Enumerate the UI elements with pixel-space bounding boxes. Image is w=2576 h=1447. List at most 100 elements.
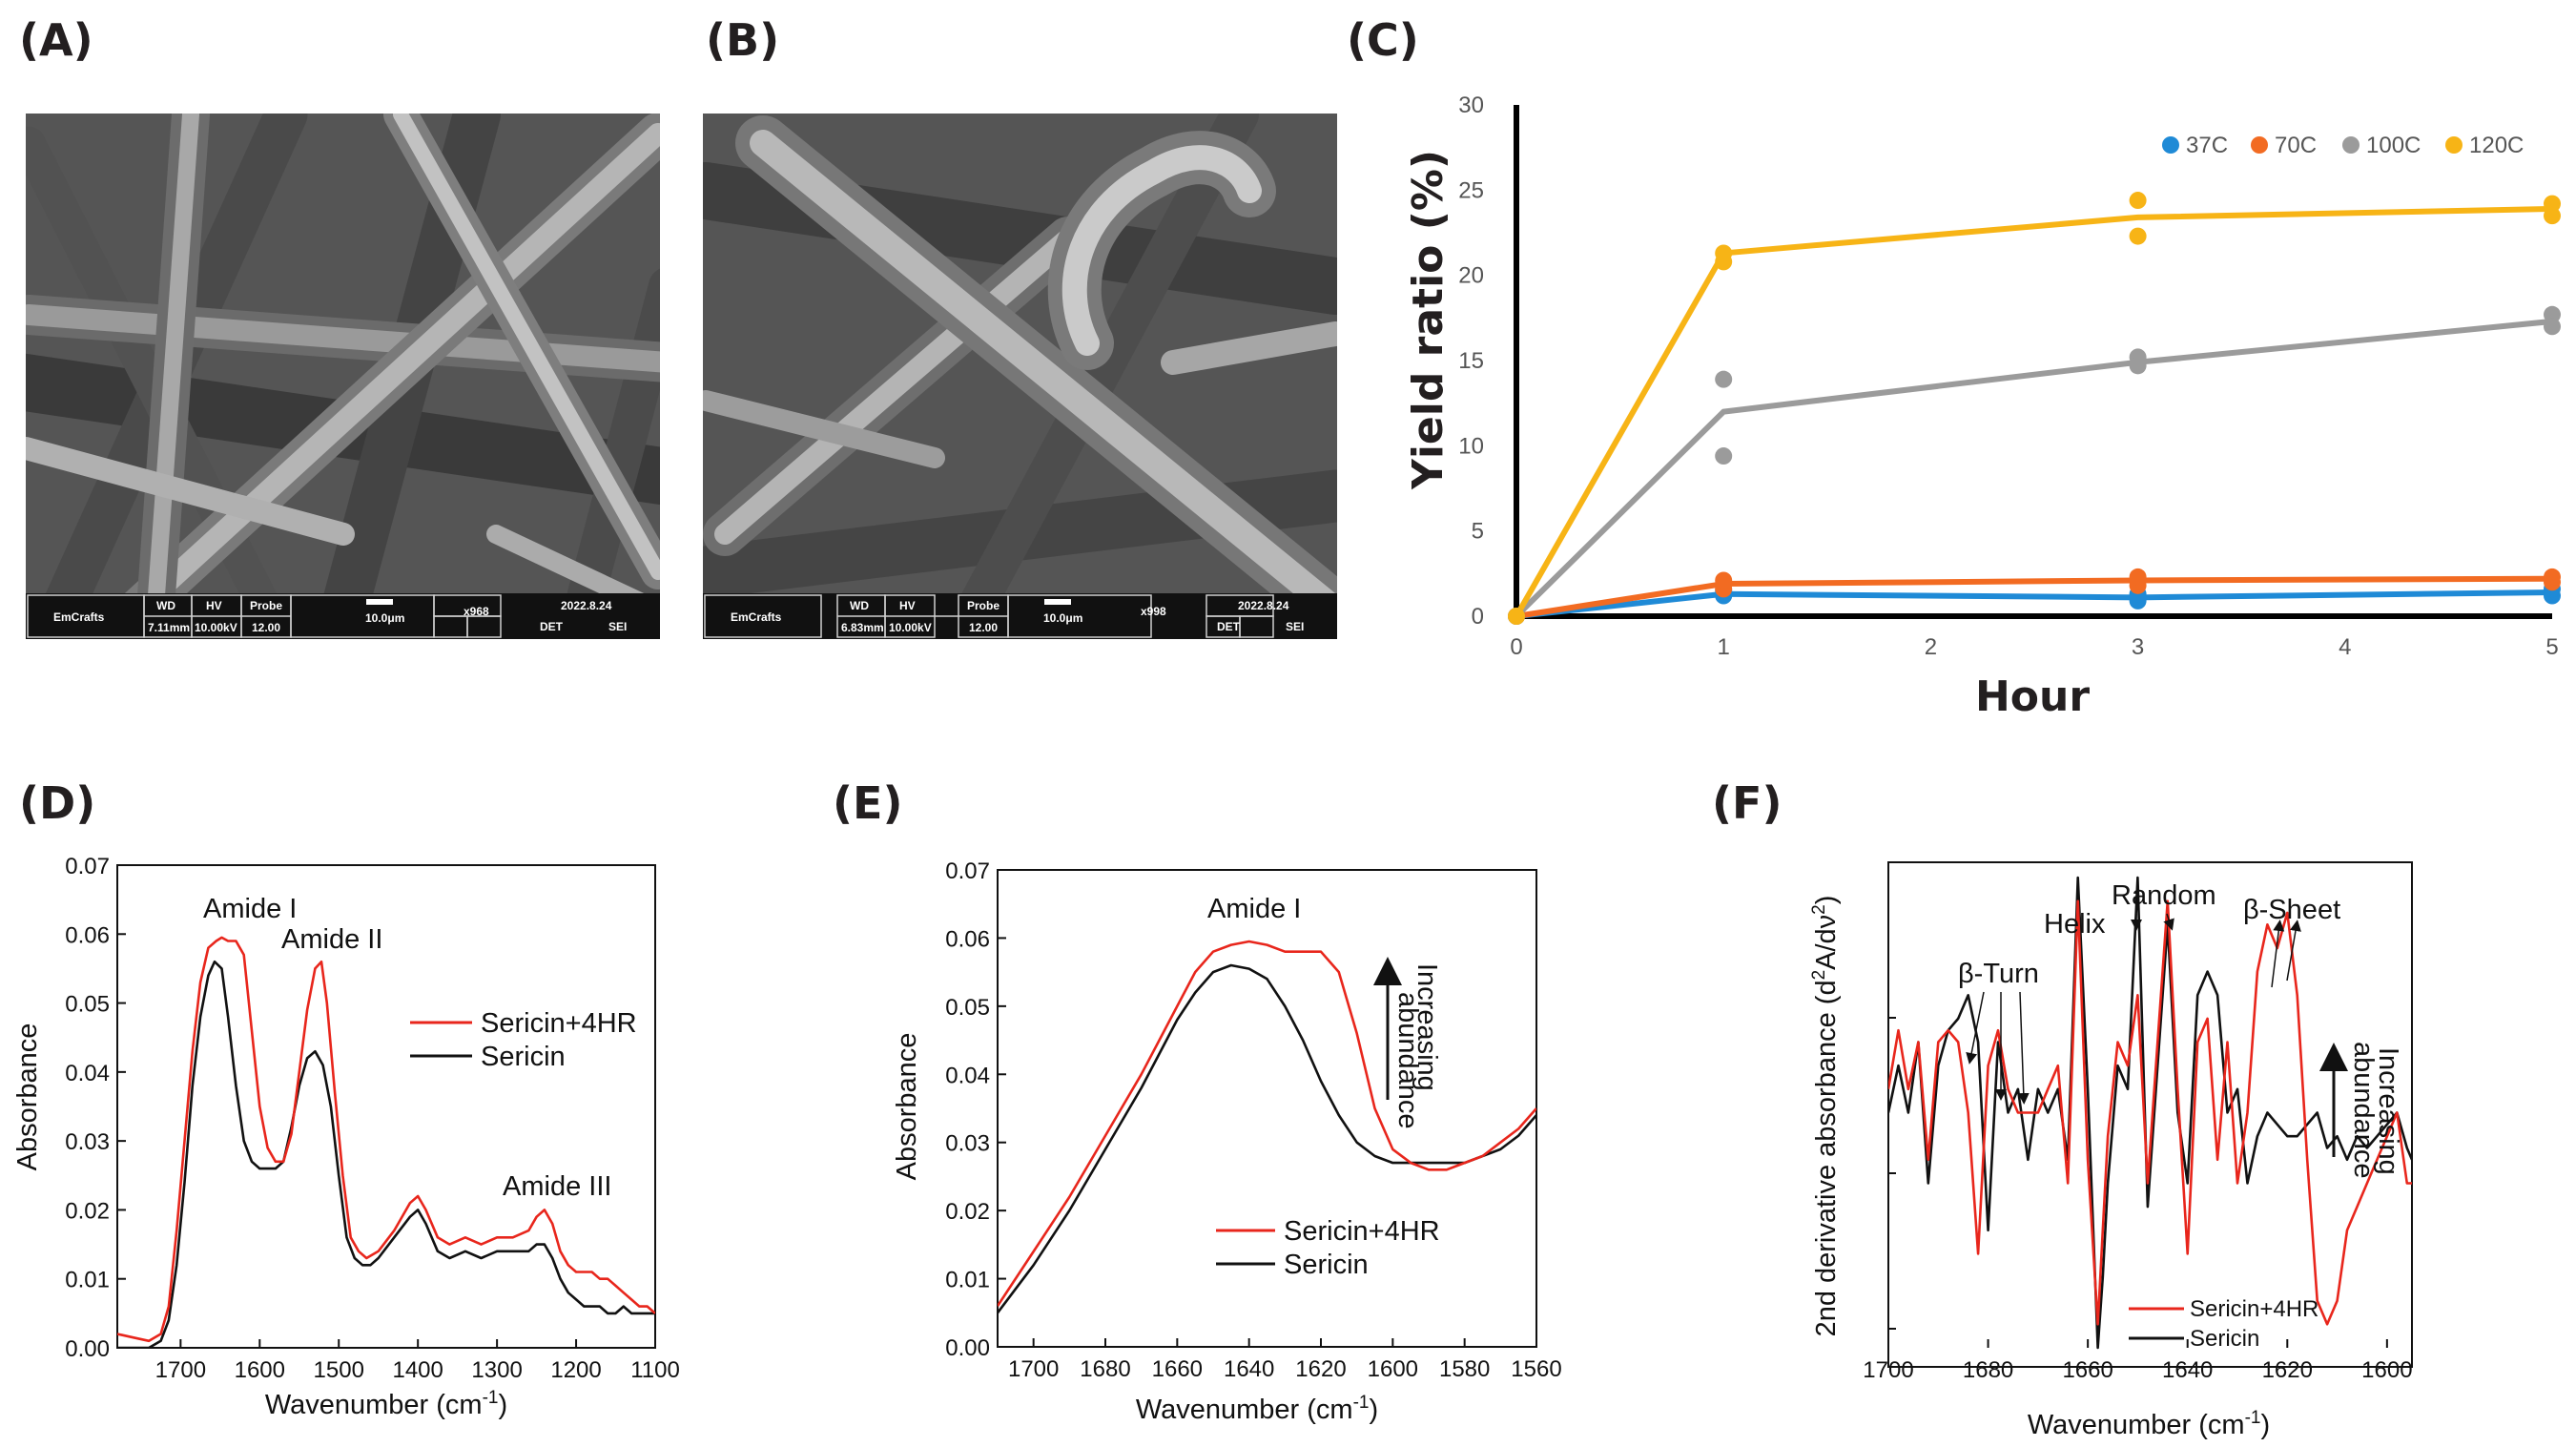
chart-e-xtick-label: 1680: [1080, 1356, 1130, 1382]
chart-c-point-70c: [2544, 568, 2561, 586]
panel-label-e: (E): [833, 777, 902, 829]
chart-c-point-120c: [2544, 195, 2561, 213]
chart-c-point-120c: [2129, 227, 2147, 245]
chart-c-ytick-label: 0: [1472, 604, 1484, 630]
sem-date-a: 2022.8.24: [561, 599, 612, 612]
chart-f-xtick-label: 1640: [2162, 1357, 2213, 1383]
chart-e-xlabel-main: Wavenumber (cm: [1136, 1395, 1353, 1425]
chart-d-ytick-label: 0.02: [65, 1198, 110, 1224]
sem-date-b: 2022.8.24: [1238, 599, 1289, 612]
annotation-beta-sheet: β-Sheet: [2243, 895, 2340, 925]
chart-c-point-70c: [1715, 571, 1733, 589]
chart-d-legend: Sericin+4HR Sericin: [410, 1008, 637, 1072]
chart-c-point-100c: [2544, 318, 2561, 336]
chart-e-ylabel: Absorbance: [892, 1033, 922, 1181]
chart-c-point-120c: [2544, 207, 2561, 225]
chart-c-ytick-label: 30: [1458, 93, 1484, 118]
chart-f-legend: Sericin+4HR Sericin: [2129, 1296, 2318, 1352]
legend-label-sericin-d: Sericin: [481, 1042, 566, 1072]
sem-hv-label-b: HV: [899, 599, 916, 612]
chart-f-y-ticks: [1888, 1017, 1896, 1330]
chart-d-frame: [116, 864, 656, 1349]
chart-f-xlabel: Wavenumber (cm-1): [2028, 1408, 2270, 1440]
chart-c-line-120c: [1514, 205, 2553, 618]
sem-wd-value-a: 7.11mm: [148, 621, 190, 634]
legend-label-100c: 100C: [2366, 133, 2421, 158]
chart-c-xtick-label: 0: [1510, 634, 1522, 660]
annotation-random: Random: [2112, 880, 2216, 911]
annotation-amide-iii-d: Amide III: [503, 1171, 611, 1202]
legend-marker-37c: [2162, 136, 2179, 154]
panel-label-a: (A): [19, 14, 93, 66]
chart-d-xlabel: Wavenumber (cm-1): [265, 1388, 507, 1420]
chart-e-xtick-label: 1580: [1439, 1356, 1490, 1382]
sem-probe-value-a: 12.00: [252, 621, 280, 634]
chart-e-legend: Sericin+4HR Sericin: [1216, 1216, 1440, 1280]
sem-probe-label-b: Probe: [967, 599, 999, 612]
annotation-amide-i-e: Amide I: [1207, 894, 1301, 924]
chart-d-ytick-label: 0.07: [65, 854, 110, 879]
sem-probe-label-a: Probe: [250, 599, 282, 612]
chart-f-frame: [1887, 861, 2413, 1368]
chart-f-ylabel-sup1: 2: [1809, 970, 1829, 981]
annotation-abundance-e: abundance: [1392, 992, 1423, 1129]
annotation-helix: Helix: [2044, 909, 2106, 940]
chart-c-y-ticks: 0 5 10 15 20 25 30: [1458, 93, 1484, 630]
panel-label-f: (F): [1712, 777, 1782, 829]
chart-e-ytick-label: 0.02: [945, 1199, 990, 1225]
chart-f-series-lines: [1888, 876, 2412, 1350]
chart-c-point-70c: [2129, 568, 2147, 586]
chart-f-x-ticks: 1700 1680 1660 1640 1620 1600: [1863, 1339, 2413, 1383]
annotation-abundance-f: abundance: [2348, 1042, 2379, 1179]
beta-turn-arrow-1: [1966, 991, 1985, 1065]
sem-image-b: EmCrafts WD HV Probe 6.83mm 10.00kV 12.0…: [703, 114, 1337, 639]
sem-brand-b: EmCrafts: [731, 610, 782, 624]
chart-d-ytick-label: 0.03: [65, 1129, 110, 1155]
sem-scalebar-b: [1044, 599, 1071, 605]
chart-c-point-100c: [2544, 305, 2561, 323]
chart-d-xtick-label: 1300: [471, 1357, 522, 1383]
chart-d-y-ticks: 0.00 0.01 0.02 0.03 0.04 0.05 0.06 0.07: [65, 854, 126, 1362]
chart-e-x-ticks: 1700 1680 1660 1640 1620 1600 1580 1560: [1008, 1338, 1562, 1382]
chart-e-xlabel: Wavenumber (cm-1): [1136, 1393, 1378, 1425]
chart-e-ytick-label: 0.00: [945, 1335, 990, 1361]
chart-d-ytick-label: 0.06: [65, 922, 110, 948]
chart-e-series-lines: [998, 940, 1536, 1314]
chart-d-line-sericin: [117, 960, 655, 1348]
sem-det-a: DET: [540, 620, 564, 633]
chart-c-x-ticks: 0 1 2 3 4 5: [1510, 634, 2558, 660]
sem-databar-b: EmCrafts WD HV Probe 6.83mm 10.00kV 12.0…: [703, 593, 1337, 639]
chart-e-xtick-label: 1640: [1224, 1356, 1274, 1382]
annotation-amide-ii-d: Amide II: [281, 924, 382, 955]
chart-e-ytick-label: 0.03: [945, 1131, 990, 1157]
chart-c-point-120c: [2129, 192, 2147, 210]
beta-sheet-arrow-1: [2271, 920, 2285, 988]
sem-probe-value-b: 12.00: [969, 621, 998, 634]
chart-c-ytick-label: 10: [1458, 433, 1484, 459]
chart-e: 0.00 0.01 0.02 0.03 0.04 0.05 0.06 0.07 1700 168…: [892, 858, 1562, 1425]
sem-scalebar-a: [366, 599, 393, 605]
annotation-arrows-f: [1966, 913, 2348, 1157]
chart-e-xtick-label: 1700: [1008, 1356, 1059, 1382]
chart-c-ytick-label: 20: [1458, 263, 1484, 289]
chart-d-ytick-label: 0.05: [65, 992, 110, 1018]
chart-c-line-70c: [1515, 575, 2553, 619]
chart-c-xtick-label: 3: [2132, 634, 2144, 660]
chart-e-ytick-label: 0.06: [945, 926, 990, 952]
chart-d-xlabel-end: ): [499, 1390, 508, 1420]
chart-c-point-100c: [2129, 357, 2147, 375]
chart-e-line-sericin-4hr: [998, 940, 1536, 1307]
chart-c-series-lines: [1514, 205, 2553, 619]
legend-label-sericin-4hr-f: Sericin+4HR: [2190, 1296, 2318, 1322]
fiber-texture-a: [26, 114, 660, 639]
panel-label-b: (B): [706, 14, 779, 66]
chart-c-xlabel: Hour: [1975, 672, 2090, 721]
sem-hv-label-a: HV: [206, 599, 222, 612]
sem-sei-b: SEI: [1286, 620, 1304, 633]
chart-d-ylabel: Absorbance: [12, 1023, 43, 1171]
legend-label-sericin-4hr-d: Sericin+4HR: [481, 1008, 637, 1039]
sem-image-a: EmCrafts WD HV Probe 7.11mm 10.00kV 12.0…: [26, 114, 660, 639]
chart-e-xtick-label: 1560: [1511, 1356, 1561, 1382]
chart-e-line-sericin: [998, 963, 1536, 1314]
